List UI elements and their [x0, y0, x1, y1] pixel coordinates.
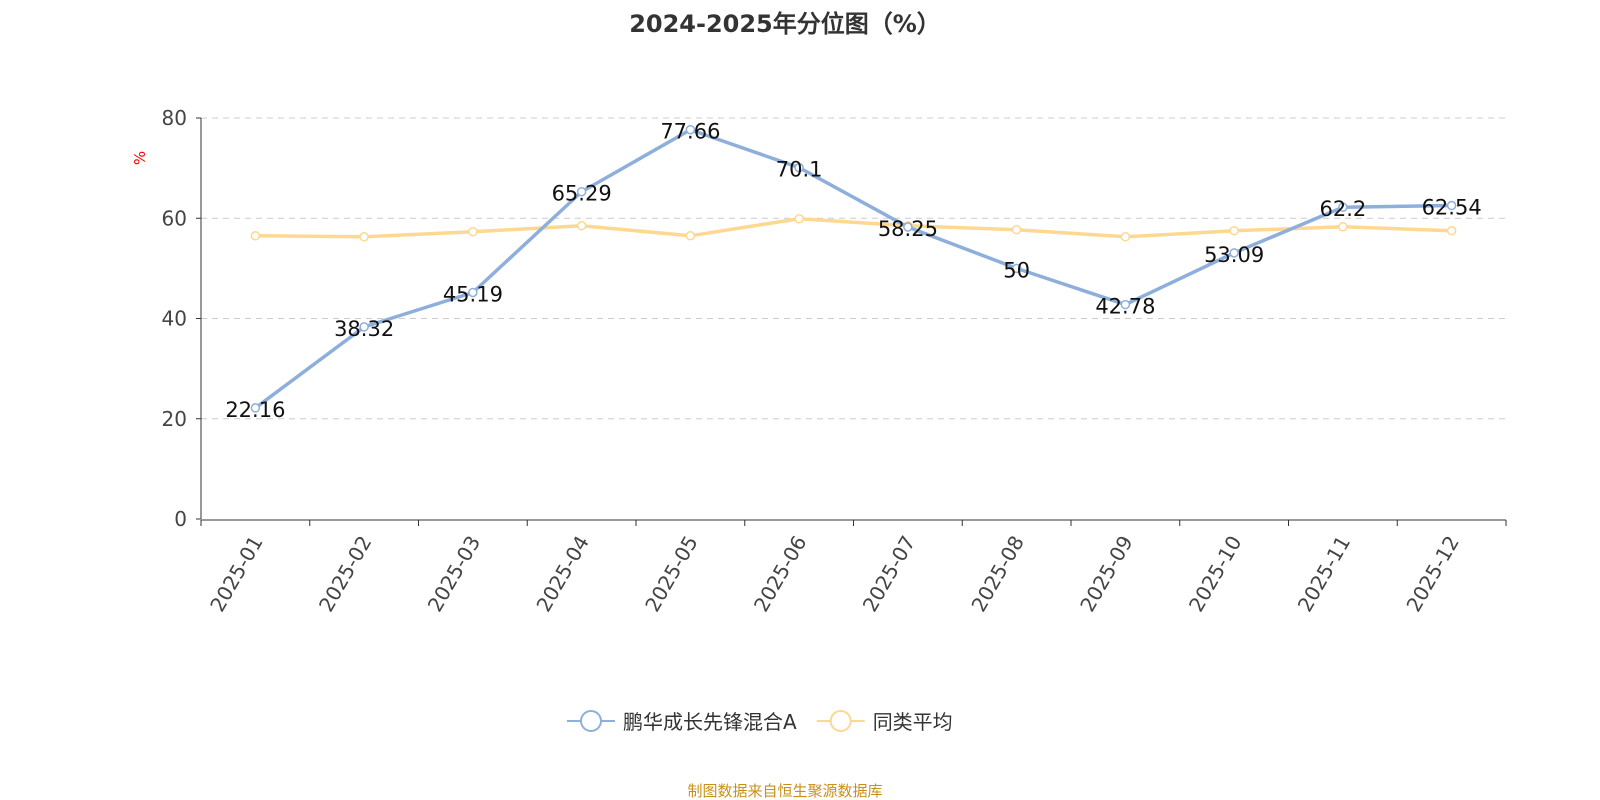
legend-label[interactable]: 同类平均: [873, 710, 953, 734]
x-tick-label: 2025-05: [640, 532, 703, 616]
data-point: [685, 231, 696, 241]
y-axis-label: %: [131, 151, 149, 165]
data-point: [1120, 299, 1131, 310]
data-point: [1011, 225, 1022, 235]
chart-title: 2024-2025年分位图（%）: [629, 10, 941, 38]
data-label: 65.29: [552, 182, 612, 206]
data-point: [794, 162, 804, 173]
data-label: 42.78: [1095, 295, 1155, 319]
data-label: 38.32: [334, 317, 394, 341]
legend-label[interactable]: 鹏华成长先锋混合A: [623, 710, 797, 734]
data-label: 22.16: [225, 398, 285, 422]
data-point: [250, 231, 261, 241]
y-tick-label: 60: [162, 206, 187, 230]
data-point: [1229, 226, 1239, 236]
x-tick-label: 2025-12: [1401, 532, 1464, 616]
data-point: [359, 232, 369, 242]
data-point: [1446, 200, 1457, 211]
data-point: [359, 322, 369, 332]
x-tick-label: 2025-08: [966, 532, 1029, 616]
data-point: [1011, 263, 1022, 274]
data-label: 70.1: [776, 158, 823, 182]
data-label: 62.2: [1319, 197, 1366, 221]
data-point: [1120, 232, 1131, 242]
data-label: 77.66: [660, 120, 720, 144]
data-point: [1338, 202, 1348, 212]
x-tick-label: 2025-06: [749, 532, 812, 616]
data-point: [903, 222, 913, 232]
x-tick-label: 2025-02: [314, 532, 377, 616]
data-point: [1229, 248, 1239, 258]
legend-marker-icon: [580, 710, 602, 732]
x-tick-label: 2025-01: [205, 532, 268, 616]
x-tick-label: 2025-07: [858, 532, 921, 616]
series-line: [254, 127, 1452, 410]
data-label: 50: [1003, 258, 1030, 282]
x-tick-label: 2025-03: [423, 532, 486, 616]
data-point: [1338, 222, 1348, 232]
y-tick-label: 40: [162, 307, 187, 331]
data-point: [250, 403, 261, 413]
x-tick-label: 2025-11: [1293, 532, 1356, 616]
data-label: 45.19: [443, 282, 503, 306]
series-line: [255, 216, 1452, 239]
y-tick-label: 80: [162, 106, 187, 130]
data-label: 62.54: [1422, 196, 1482, 220]
data-point: [468, 227, 478, 237]
data-label: 53.09: [1204, 243, 1264, 267]
data-point: [685, 124, 696, 135]
x-tick-label: 2025-04: [531, 532, 594, 616]
data-point: [576, 186, 587, 197]
y-tick-label: 20: [162, 407, 187, 431]
data-point: [576, 221, 587, 231]
data-source: 制图数据来自恒生聚源数据库: [687, 782, 883, 800]
y-tick-label: 0: [174, 507, 187, 531]
x-tick-label: 2025-09: [1075, 532, 1138, 616]
data-point: [1446, 226, 1457, 236]
data-point: [468, 287, 478, 298]
data-point: [794, 214, 804, 224]
legend-marker-icon: [829, 710, 852, 732]
data-label: 58.25: [878, 217, 938, 241]
x-tick-label: 2025-10: [1184, 532, 1247, 616]
